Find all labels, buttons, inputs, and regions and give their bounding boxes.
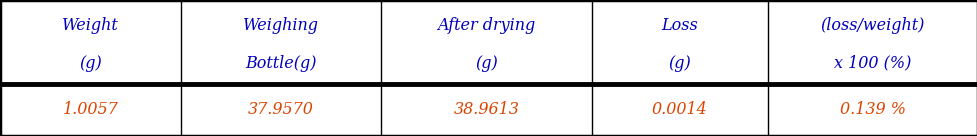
Text: Bottle(g): Bottle(g)	[245, 55, 317, 72]
Text: Weight: Weight	[62, 17, 119, 34]
Text: (g): (g)	[667, 55, 691, 72]
Text: (g): (g)	[79, 55, 102, 72]
Text: 0.139 %: 0.139 %	[839, 101, 905, 118]
Text: 37.9570: 37.9570	[248, 101, 314, 118]
Text: x 100 (%): x 100 (%)	[833, 55, 911, 72]
Text: (loss/weight): (loss/weight)	[820, 17, 924, 34]
Text: 1.0057: 1.0057	[63, 101, 118, 118]
Text: 38.9613: 38.9613	[453, 101, 519, 118]
Text: Weighing: Weighing	[243, 17, 319, 34]
Text: After drying: After drying	[437, 17, 535, 34]
Text: (g): (g)	[475, 55, 497, 72]
Text: 0.0014: 0.0014	[651, 101, 707, 118]
Text: Loss: Loss	[660, 17, 698, 34]
